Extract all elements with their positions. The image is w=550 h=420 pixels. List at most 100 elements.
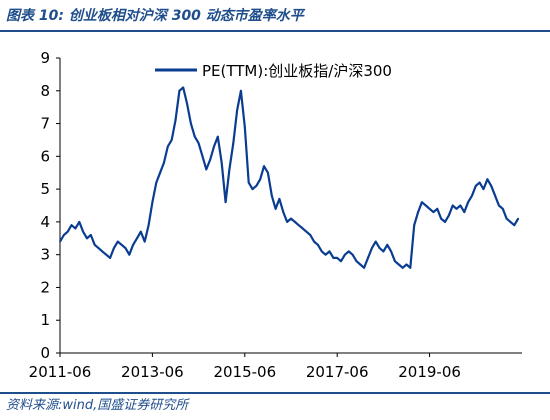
data-point: [97, 247, 100, 250]
data-point: [428, 207, 431, 210]
data-point: [432, 211, 435, 213]
data-point: [459, 204, 462, 207]
data-point: [143, 240, 146, 243]
data-point: [124, 247, 127, 250]
x-axis-ticks: 2011-06 2013-06 2015-06 2017-06 2019-06: [29, 353, 461, 381]
figure-title: 图表 10: 创业板相对沪深 300 动态市盈率水平: [6, 8, 304, 24]
data-point: [128, 253, 131, 256]
source-note: 资料来源:wind,国盛证券研究所: [6, 398, 189, 413]
data-point: [382, 250, 385, 253]
data-point: [297, 224, 300, 227]
data-point: [209, 158, 212, 161]
series-layer: [59, 86, 520, 269]
data-point: [216, 135, 219, 138]
data-point: [201, 155, 204, 158]
data-point: [93, 243, 96, 246]
data-point: [347, 250, 350, 253]
y-tick-label: 6: [40, 147, 50, 165]
data-point: [205, 168, 208, 171]
data-point: [116, 240, 119, 243]
data-point: [263, 165, 265, 168]
data-point: [405, 263, 408, 266]
data-point: [482, 188, 485, 191]
data-point: [436, 207, 439, 210]
data-point: [444, 220, 446, 223]
data-point: [317, 243, 319, 246]
data-point: [455, 207, 458, 210]
data-point: [62, 234, 65, 236]
data-point: [243, 125, 246, 128]
data-point: [240, 89, 242, 92]
data-point: [478, 181, 481, 184]
data-point: [255, 184, 258, 187]
data-point: [232, 142, 235, 145]
data-point: [421, 201, 423, 204]
data-point: [309, 234, 312, 236]
data-point: [174, 119, 177, 122]
data-point: [290, 217, 292, 220]
data-point: [386, 243, 389, 246]
data-point: [59, 240, 61, 243]
data-point: [278, 198, 281, 200]
data-point: [74, 227, 77, 230]
data-point: [509, 220, 512, 223]
data-point: [447, 214, 450, 217]
data-point: [494, 194, 496, 197]
data-point: [182, 86, 185, 89]
data-point: [228, 168, 231, 171]
data-point: [390, 250, 392, 253]
data-point: [267, 171, 269, 174]
data-point: [166, 145, 169, 148]
data-point: [220, 161, 223, 164]
data-point: [409, 266, 412, 269]
y-tick-label: 2: [40, 278, 50, 296]
data-point: [282, 211, 285, 213]
x-tick-label: 2015-06: [213, 363, 276, 381]
y-tick-label: 9: [40, 49, 50, 67]
data-point: [113, 247, 115, 250]
data-point: [363, 266, 366, 269]
data-point: [378, 247, 381, 250]
data-point: [301, 227, 304, 230]
data-point: [340, 260, 342, 263]
data-point: [236, 109, 239, 112]
legend-label: PE(TTM):创业板指/沪深300: [202, 62, 392, 80]
data-point: [471, 194, 473, 197]
data-point: [197, 142, 200, 145]
data-point: [397, 263, 400, 266]
data-point: [324, 253, 327, 256]
data-point: [247, 181, 250, 184]
data-point: [463, 211, 466, 213]
source-divider: [0, 392, 550, 394]
data-point: [374, 240, 377, 243]
data-point: [270, 194, 273, 197]
series-line: [59, 86, 520, 269]
y-tick-label: 8: [40, 82, 50, 100]
data-point: [451, 204, 454, 207]
data-point: [474, 184, 477, 187]
data-point: [313, 240, 315, 243]
data-point: [147, 224, 150, 227]
data-point: [259, 178, 262, 181]
chart-legend: PE(TTM):创业板指/沪深300: [155, 62, 392, 80]
y-axis-ticks: 0 1 2 3 4 5 6 7 8 9: [40, 49, 60, 362]
data-point: [190, 122, 192, 125]
title-divider: [0, 30, 550, 32]
data-point: [501, 207, 504, 210]
data-point: [467, 201, 469, 204]
data-point: [517, 217, 520, 220]
data-point: [490, 184, 493, 187]
y-tick-label: 3: [40, 246, 50, 264]
chart-axes: [59, 58, 522, 354]
data-point: [367, 257, 369, 259]
data-point: [424, 204, 427, 207]
y-tick-label: 5: [40, 180, 50, 198]
data-point: [109, 257, 111, 259]
data-point: [344, 253, 346, 256]
data-point: [305, 230, 308, 233]
data-point: [170, 139, 173, 141]
data-point: [82, 230, 84, 233]
data-point: [193, 135, 196, 138]
data-point: [394, 260, 396, 263]
y-tick-label: 4: [40, 213, 50, 231]
